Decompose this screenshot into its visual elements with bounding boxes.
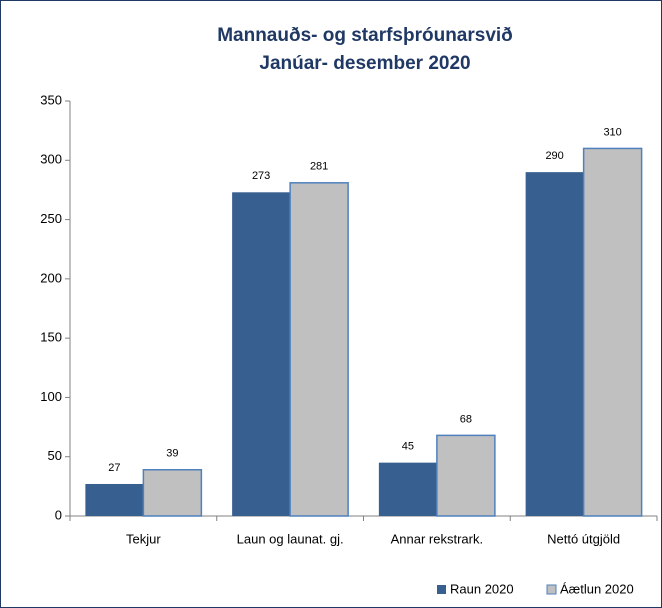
bar bbox=[232, 192, 291, 517]
bar bbox=[525, 172, 584, 516]
y-tick-label: 250 bbox=[40, 211, 62, 226]
legend-label: Áætlun 2020 bbox=[560, 581, 634, 596]
x-tick-label: Tekjur bbox=[126, 531, 161, 546]
y-tick-label: 150 bbox=[40, 330, 62, 345]
y-tick-label: 200 bbox=[40, 270, 62, 285]
legend-swatch bbox=[546, 584, 557, 595]
chart-subtitle: Janúar- desember 2020 bbox=[259, 53, 470, 74]
value-label: 68 bbox=[460, 413, 472, 425]
value-label: 281 bbox=[310, 161, 328, 173]
bar bbox=[142, 469, 203, 517]
bar bbox=[85, 483, 144, 516]
y-tick-label: 0 bbox=[55, 507, 62, 522]
value-label: 39 bbox=[166, 448, 178, 460]
value-label: 310 bbox=[603, 126, 621, 138]
bar bbox=[582, 147, 643, 517]
y-tick-label: 50 bbox=[48, 448, 62, 463]
y-tick-label: 350 bbox=[40, 92, 62, 107]
x-tick-label: Annar rekstrark. bbox=[391, 531, 483, 546]
y-tick-label: 100 bbox=[40, 389, 62, 404]
value-label: 273 bbox=[252, 170, 270, 182]
bar bbox=[436, 434, 496, 517]
value-label: 27 bbox=[108, 462, 120, 474]
legend-swatch bbox=[437, 585, 446, 594]
x-tick-label: Nettó útgjöld bbox=[547, 531, 620, 546]
value-label: 290 bbox=[545, 150, 563, 162]
x-tick-label: Laun og launat. gj. bbox=[237, 531, 344, 546]
y-tick-label: 300 bbox=[40, 152, 62, 167]
legend-label: Raun 2020 bbox=[450, 581, 514, 596]
value-label: 45 bbox=[402, 441, 414, 453]
bar bbox=[289, 182, 349, 517]
chart-title: Mannauðs- og starfsþróunarsvið bbox=[217, 25, 513, 46]
bar bbox=[378, 462, 437, 516]
